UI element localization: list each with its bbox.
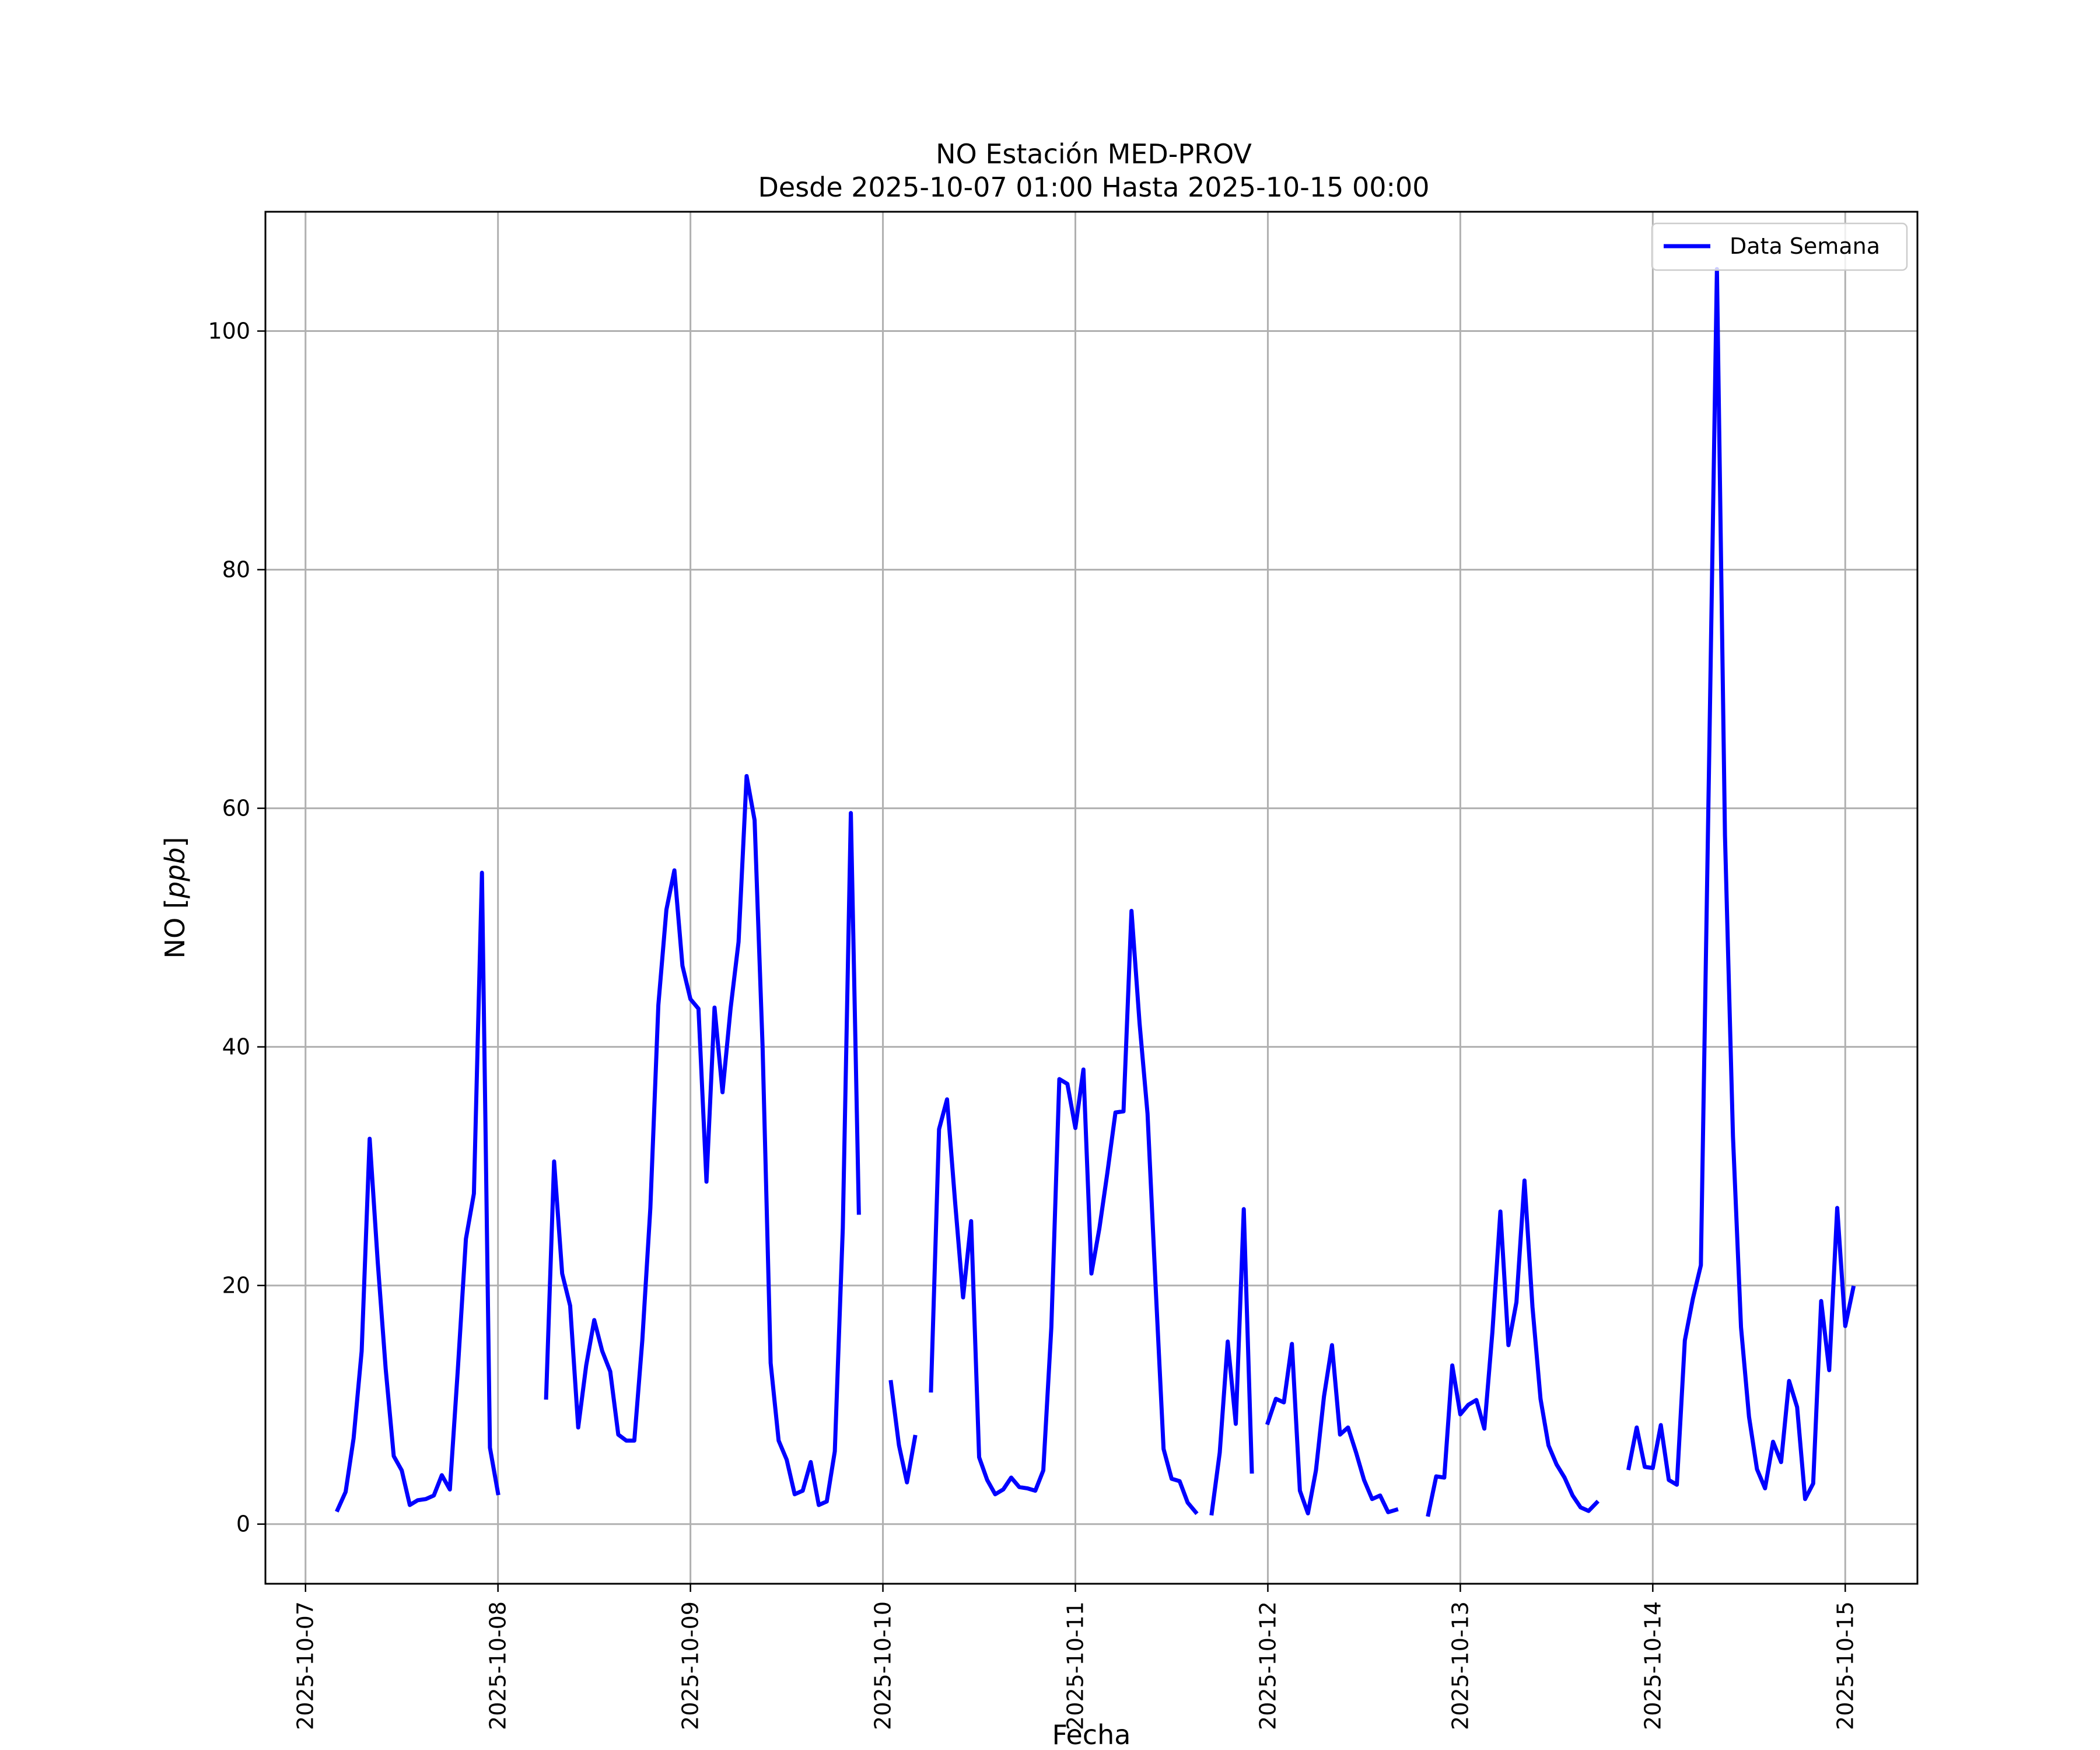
y-tick-label: 60 — [222, 796, 250, 821]
legend: Data Semana — [1651, 222, 1908, 271]
y-tick-label: 0 — [236, 1511, 250, 1537]
x-tick-label: 2025-10-07 — [293, 1601, 318, 1730]
x-tick-label: 2025-10-10 — [870, 1601, 896, 1730]
plot-area-frame — [264, 211, 1919, 1585]
x-tick-label: 2025-10-08 — [485, 1601, 511, 1730]
y-tick-label: 100 — [208, 318, 250, 344]
grid-lines — [265, 212, 1917, 1584]
y-axis-label-prefix: NO — [159, 918, 191, 959]
x-tick-label: 2025-10-12 — [1255, 1601, 1280, 1730]
x-tick-label: 2025-10-11 — [1063, 1601, 1088, 1730]
x-axis-label: Fecha — [1052, 1719, 1131, 1750]
y-tick-label: 40 — [222, 1034, 250, 1060]
series-line-data-semana — [335, 267, 1856, 1517]
legend-box — [1651, 222, 1908, 271]
chart-title: NO Estación MED-PROV — [936, 138, 1252, 170]
x-tick-label: 2025-10-09 — [678, 1601, 704, 1730]
axis-ticks: 2025-10-07 2025-10-08 2025-10-09 2025-10-10… — [208, 318, 1858, 1730]
x-tick-label: 2025-10-13 — [1447, 1601, 1473, 1730]
x-tick-label: 2025-10-14 — [1640, 1601, 1665, 1730]
y-tick-label: 20 — [222, 1273, 250, 1298]
y-axis-label: NO [ppb] — [159, 837, 191, 959]
chart-subtitle: Desde 2025-10-07 01:00 Hasta 2025-10-15 … — [758, 172, 1429, 203]
y-axis-label-unit: ppb — [159, 848, 191, 900]
legend-entry-label: Data Semana — [1730, 233, 1880, 259]
series-layer — [335, 267, 1856, 1517]
y-tick-label: 80 — [222, 557, 250, 583]
x-tick-label: 2025-10-15 — [1832, 1601, 1858, 1730]
